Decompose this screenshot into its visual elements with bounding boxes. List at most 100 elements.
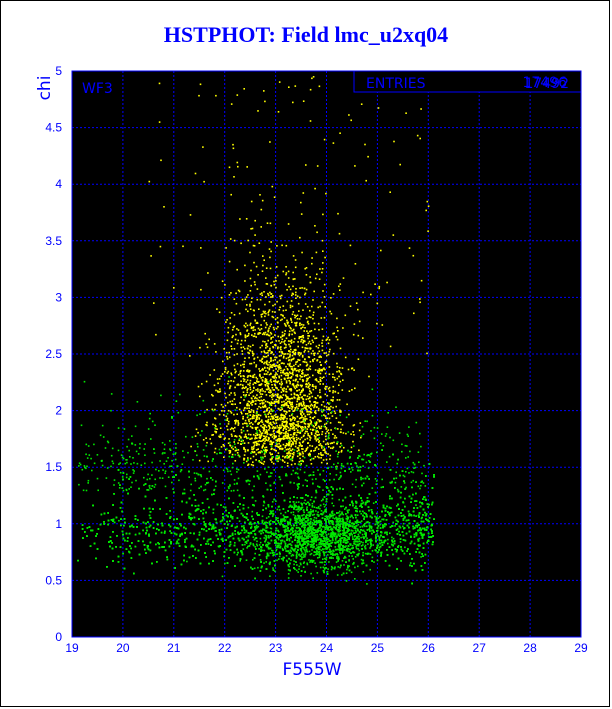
- scatter-point: [315, 251, 318, 254]
- scatter-point: [296, 398, 299, 401]
- scatter-point: [252, 409, 255, 412]
- scatter-point: [221, 373, 224, 375]
- scatter-point: [255, 459, 257, 461]
- scatter-point: [283, 400, 285, 403]
- scatter-point: [268, 425, 271, 427]
- scatter-point: [223, 348, 225, 350]
- scatter-point: [283, 343, 286, 345]
- scatter-point: [298, 318, 301, 320]
- scatter-point: [306, 330, 308, 332]
- scatter-point: [198, 459, 201, 462]
- scatter-point: [262, 310, 265, 313]
- scatter-point: [273, 422, 276, 425]
- scatter-point: [331, 400, 334, 402]
- scatter-point: [259, 329, 261, 331]
- scatter-point: [262, 439, 264, 441]
- scatter-point: [285, 365, 287, 368]
- scatter-point: [232, 335, 234, 337]
- scatter-point: [239, 218, 241, 220]
- scatter-point: [305, 267, 308, 269]
- scatter-point: [296, 429, 299, 432]
- scatter-point: [272, 389, 275, 391]
- scatter-point: [325, 428, 327, 430]
- scatter-point: [320, 317, 323, 319]
- scatter-point: [306, 377, 308, 380]
- scatter-point: [258, 417, 260, 419]
- scatter-point: [378, 285, 381, 288]
- scatter-point: [278, 368, 280, 370]
- scatter-point: [368, 375, 370, 378]
- scatter-point: [240, 343, 242, 346]
- scatter-point: [312, 317, 314, 320]
- scatter-point: [298, 370, 300, 373]
- scatter-point: [283, 410, 285, 412]
- scatter-point: [269, 331, 272, 334]
- scatter-point: [420, 279, 423, 282]
- scatter-point: [326, 462, 328, 465]
- scatter-point: [292, 328, 295, 331]
- scatter-point: [234, 368, 236, 371]
- scatter-point: [269, 418, 272, 420]
- scatter-point: [296, 375, 299, 378]
- scatter-point: [339, 347, 342, 350]
- scatter-point: [232, 147, 235, 150]
- scatter-point: [304, 426, 307, 429]
- scatter-point: [292, 454, 295, 456]
- scatter-point: [292, 255, 295, 257]
- scatter-point: [268, 391, 270, 393]
- scatter-point: [209, 374, 211, 376]
- scatter-point: [270, 342, 272, 344]
- scatter-point: [304, 358, 306, 360]
- scatter-point: [300, 402, 302, 404]
- scatter-point: [220, 446, 223, 448]
- scatter-point: [263, 428, 266, 431]
- scatter-point: [242, 378, 245, 380]
- scatter-point: [242, 418, 244, 420]
- scatter-point: [268, 422, 271, 425]
- scatter-point: [267, 294, 270, 297]
- scatter-point: [265, 363, 268, 365]
- scatter-point: [269, 443, 271, 445]
- scatter-point: [327, 353, 330, 356]
- scatter-point: [342, 327, 344, 329]
- scatter-point: [317, 394, 319, 397]
- scatter-point: [231, 453, 234, 456]
- scatter-point: [277, 418, 280, 421]
- scatter-point: [282, 404, 284, 406]
- scatter-point: [229, 400, 231, 403]
- scatter-point: [267, 371, 269, 373]
- scatter-point: [327, 388, 330, 390]
- scatter-point: [262, 463, 265, 465]
- scatter-point: [288, 441, 291, 444]
- scatter-point: [195, 428, 198, 431]
- scatter-point: [337, 428, 339, 430]
- scatter-point: [227, 409, 230, 412]
- scatter-point: [291, 456, 294, 458]
- scatter-point: [244, 264, 246, 267]
- scatter-point: [224, 371, 226, 373]
- scatter-point: [296, 374, 299, 376]
- scatter-point: [286, 321, 289, 324]
- scatter-point: [318, 356, 321, 358]
- scatter-point: [270, 423, 272, 425]
- scatter-point: [274, 435, 276, 438]
- scatter-point: [308, 406, 310, 409]
- scatter-point: [264, 400, 267, 403]
- scatter-point: [260, 450, 262, 452]
- scatter-point: [332, 399, 334, 401]
- scatter-point: [308, 423, 310, 426]
- scatter-point: [289, 354, 291, 357]
- scatter-point: [271, 433, 273, 436]
- scatter-point: [284, 339, 286, 342]
- scatter-point: [222, 406, 224, 408]
- scatter-point: [319, 427, 321, 430]
- scatter-point: [247, 449, 249, 452]
- scatter-point: [337, 212, 339, 215]
- scatter-point: [408, 247, 411, 249]
- scatter-point: [245, 381, 248, 383]
- scatter-point: [353, 369, 355, 371]
- scatter-point: [229, 238, 232, 240]
- scatter-point: [264, 310, 266, 313]
- scatter-point: [301, 372, 303, 375]
- scatter-point: [236, 452, 239, 454]
